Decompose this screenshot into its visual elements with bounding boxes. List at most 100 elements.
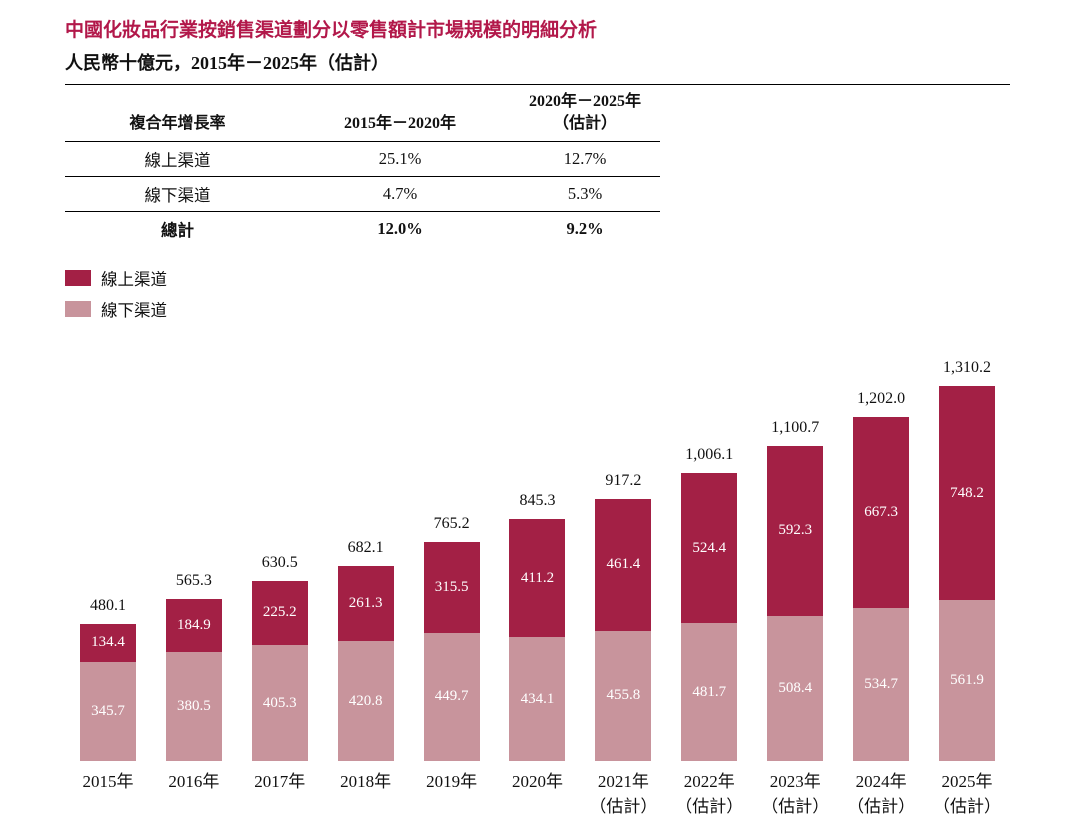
table-row-offline: 線下渠道 4.7% 5.3% (65, 176, 660, 213)
bar-group: 1,310.2 748.2 561.9 2025年 （估計） (924, 357, 1010, 821)
bar-group: 765.2 315.5 449.7 2019年 (409, 513, 495, 821)
x-axis-year-label: 2022年 (683, 772, 735, 792)
table-row-total: 總計 12.0% 9.2% (65, 212, 660, 247)
offline-segment: 420.8 (337, 640, 394, 762)
x-axis-estimate-label: （估計） (933, 797, 1002, 817)
x-axis-label: 2015年 (82, 769, 133, 821)
stacked-bar: 261.3 420.8 (337, 566, 394, 762)
legend-label-online: 線上渠道 (101, 270, 167, 290)
row-period2: 5.3% (510, 176, 660, 213)
segment-value-label: 184.9 (176, 617, 211, 634)
row-period1: 25.1% (290, 141, 510, 178)
bar-group: 917.2 461.4 455.8 2021年 （估計） (580, 470, 666, 822)
bar-total-label: 480.1 (89, 596, 126, 614)
online-segment: 748.2 (939, 386, 996, 601)
bar-group: 565.3 184.9 380.5 2016年 (151, 570, 237, 821)
x-axis-year-label: 2019年 (426, 772, 478, 792)
bar-group: 630.5 225.2 405.3 2017年 (237, 552, 323, 822)
bar-total-label: 1,202.0 (857, 390, 906, 408)
stacked-bar: 315.5 449.7 (423, 542, 480, 762)
segment-value-label: 449.7 (434, 688, 469, 705)
bar-total-label: 630.5 (261, 553, 298, 571)
online-segment: 315.5 (423, 542, 480, 633)
row-period1: 12.0% (377, 219, 423, 239)
legend-swatch-online-icon (65, 270, 91, 287)
x-axis-estimate-label: （估計） (589, 797, 658, 817)
cagr-table-header-row: 複合年增長率 2015年－2020年 2020年－2025年 （估計） (65, 85, 660, 143)
segment-value-label: 380.5 (176, 698, 211, 715)
online-segment: 461.4 (595, 498, 652, 631)
segment-value-label: 667.3 (864, 504, 898, 521)
online-segment: 261.3 (337, 566, 394, 641)
bar-total-label: 682.1 (347, 539, 384, 557)
cagr-header-period2: 2020年－2025年 （估計） (510, 85, 660, 143)
row-period2: 9.2% (566, 219, 604, 239)
online-segment: 184.9 (165, 599, 222, 653)
segment-value-label: 411.2 (520, 569, 555, 586)
online-segment: 592.3 (767, 446, 824, 616)
stacked-bar: 667.3 534.7 (853, 417, 910, 762)
cagr-header-metric: 複合年增長率 (65, 85, 290, 143)
legend-swatch-offline-icon (65, 301, 91, 318)
segment-value-label: 225.2 (262, 604, 297, 621)
segment-value-label: 434.1 (520, 690, 555, 707)
bar-total-label: 917.2 (605, 471, 642, 489)
bar-group: 480.1 134.4 345.7 2015年 (65, 595, 151, 822)
bar-group: 682.1 261.3 420.8 2018年 (323, 537, 409, 821)
row-label: 線上渠道 (65, 141, 290, 178)
offline-segment: 405.3 (251, 645, 308, 762)
x-axis-label: 2018年 (340, 769, 391, 821)
x-axis-label: 2017年 (254, 769, 305, 821)
x-axis-estimate-label: （估計） (761, 797, 830, 817)
segment-value-label: 420.8 (348, 692, 383, 709)
online-segment: 225.2 (251, 580, 308, 646)
x-axis-label: 2024年 （估計） (847, 769, 915, 821)
x-axis-year-label: 2025年 (941, 772, 993, 792)
stacked-bar: 134.4 345.7 (79, 623, 136, 762)
offline-segment: 380.5 (165, 652, 222, 762)
segment-value-label: 345.7 (91, 703, 125, 720)
stacked-bar-chart: 480.1 134.4 345.7 2015年 565.3 184.9 380.5 2016年… (65, 357, 1010, 821)
x-axis-estimate-label: （估計） (847, 797, 916, 817)
segment-value-label: 315.5 (434, 578, 469, 595)
segment-value-label: 748.2 (950, 484, 984, 501)
segment-value-label: 455.8 (606, 687, 641, 704)
x-axis-label: 2020年 (512, 769, 563, 821)
legend-item-online: 線上渠道 (65, 266, 1010, 290)
x-axis-label: 2025年 （估計） (933, 769, 1001, 821)
row-period2: 12.7% (510, 141, 660, 178)
x-axis-year-label: 2016年 (168, 772, 220, 792)
segment-value-label: 524.4 (692, 539, 727, 556)
stacked-bar: 225.2 405.3 (251, 580, 308, 762)
bar-total-label: 845.3 (519, 492, 556, 510)
x-axis-year-label: 2020年 (511, 772, 563, 792)
x-axis-year-label: 2017年 (254, 772, 306, 792)
bar-group: 1,006.1 524.4 481.7 2022年 （估計） (666, 444, 752, 821)
cagr-table: 複合年增長率 2015年－2020年 2020年－2025年 （估計） 線上渠道… (65, 85, 660, 246)
x-axis-label: 2023年 （估計） (761, 769, 829, 821)
page-subtitle: 人民幣十億元，2015年－2025年（估計） (65, 52, 1010, 86)
offline-segment: 508.4 (767, 615, 824, 762)
x-axis-year-label: 2015年 (82, 772, 134, 792)
online-segment: 134.4 (79, 623, 136, 663)
bar-total-label: 1,310.2 (943, 359, 992, 377)
offline-segment: 534.7 (853, 608, 910, 762)
segment-value-label: 592.3 (778, 522, 813, 539)
legend-item-offline: 線下渠道 (65, 297, 1010, 321)
x-axis-year-label: 2024年 (855, 772, 907, 792)
segment-value-label: 534.7 (864, 676, 898, 693)
row-period1: 4.7% (290, 176, 510, 213)
segment-value-label: 508.4 (778, 679, 813, 696)
bar-group: 1,202.0 667.3 534.7 2024年 （估計） (838, 388, 924, 821)
offline-segment: 449.7 (423, 632, 480, 762)
offline-segment: 561.9 (939, 600, 996, 762)
table-row-online: 線上渠道 25.1% 12.7% (65, 141, 660, 178)
segment-value-label: 561.9 (950, 672, 984, 689)
segment-value-label: 134.4 (91, 634, 125, 651)
x-axis-year-label: 2023年 (769, 772, 821, 792)
stacked-bar: 411.2 434.1 (509, 519, 566, 762)
x-axis-label: 2019年 (426, 769, 477, 821)
page-title: 中國化妝品行業按銷售渠道劃分以零售額計市場規模的明細分析 (65, 20, 598, 41)
cagr-header-period1: 2015年－2020年 (290, 85, 510, 143)
